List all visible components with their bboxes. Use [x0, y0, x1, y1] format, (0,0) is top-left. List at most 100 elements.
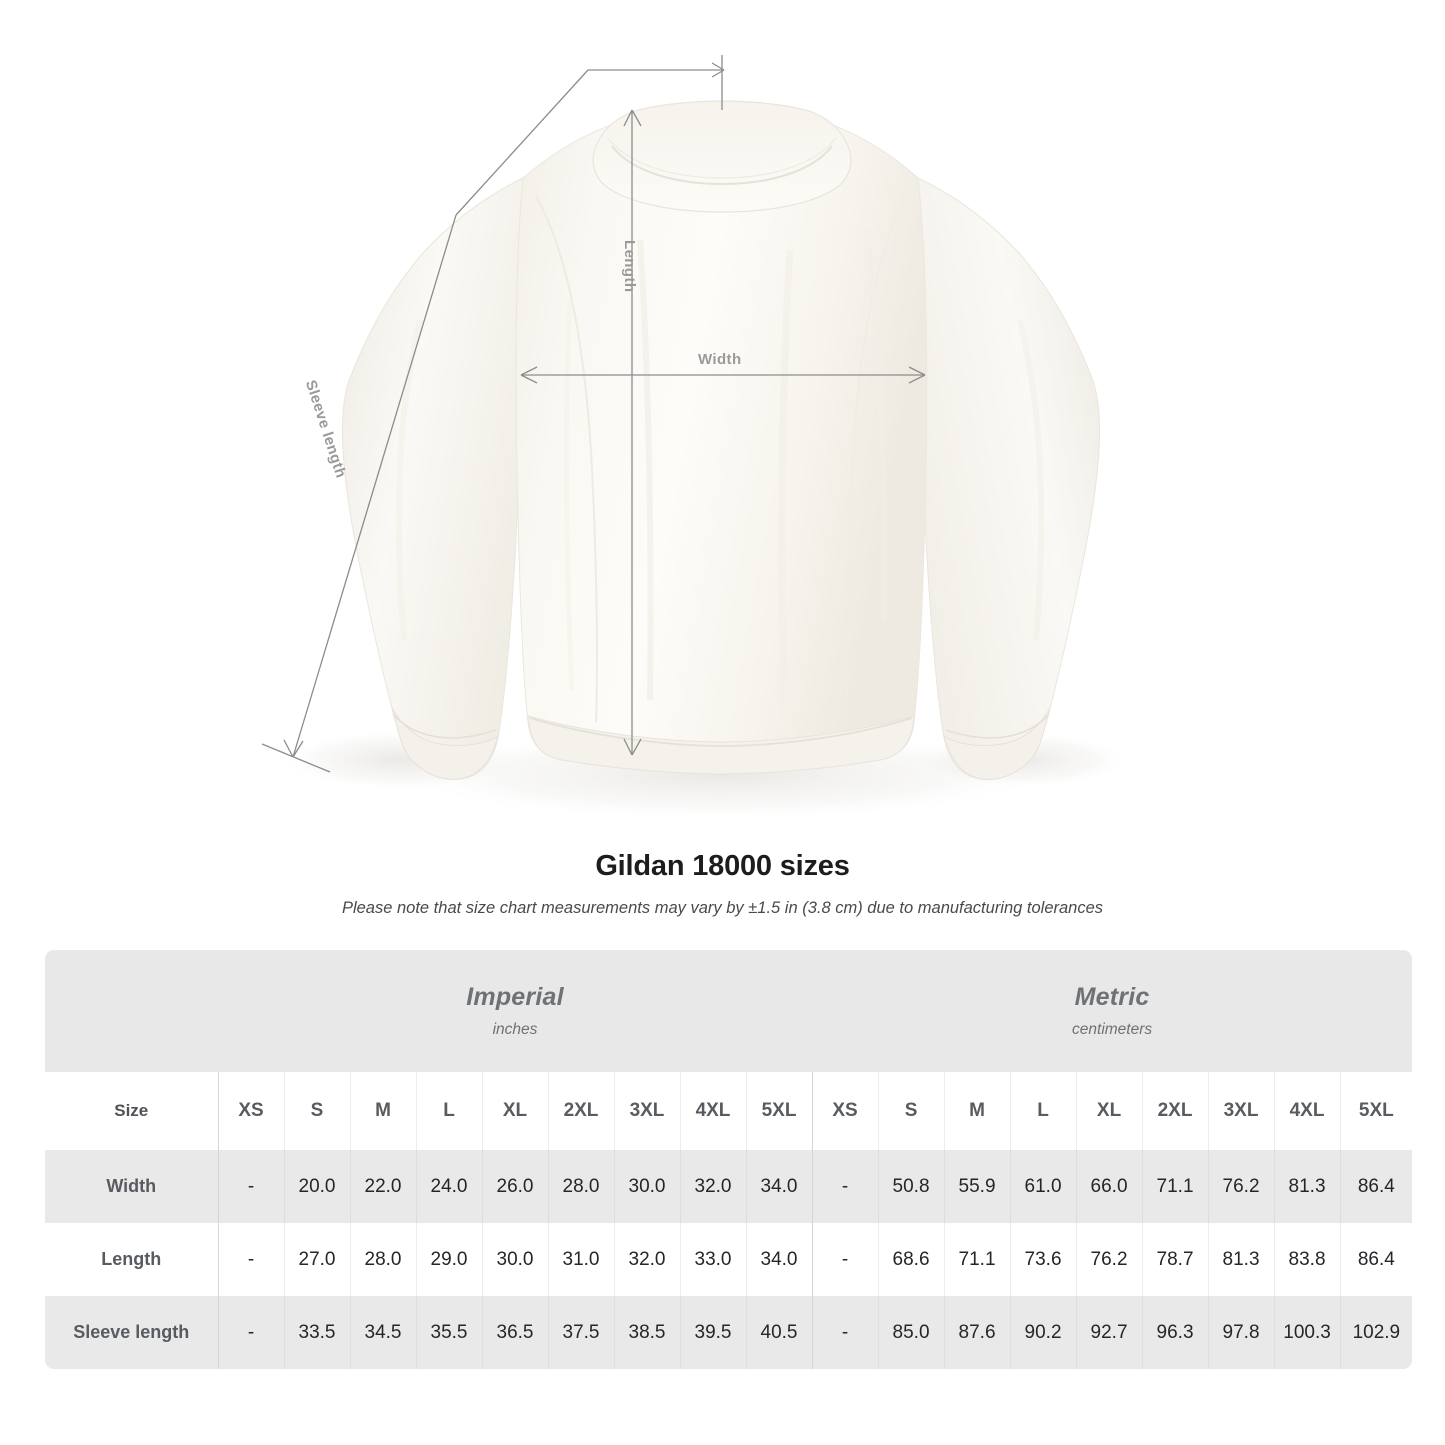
sleeve-imperial-l: 35.5 [415, 1296, 482, 1369]
width-metric-s: 50.8 [877, 1150, 945, 1223]
sleeve-imperial-m: 34.5 [349, 1296, 416, 1369]
size-chart-table: Imperial inches Metric centimeters Size … [45, 950, 1413, 1369]
length-dimension-label: Length [621, 240, 638, 293]
header-imperial-l: L [415, 1072, 482, 1150]
width-metric-l: 61.0 [1009, 1150, 1077, 1223]
sleeve-metric-3xl: 97.8 [1207, 1296, 1275, 1369]
table-row-sleeve-length: Sleeve length - 33.5 34.5 35.5 36.5 37.5… [45, 1296, 1413, 1369]
length-imperial-3xl: 32.0 [613, 1223, 680, 1296]
sleeve-imperial-xs: - [217, 1296, 284, 1369]
header-metric-xs: XS [811, 1072, 879, 1150]
sleeve-diagonal-lower [292, 214, 457, 758]
length-imperial-2xl: 31.0 [547, 1223, 614, 1296]
width-metric-2xl: 71.1 [1141, 1150, 1209, 1223]
length-arrowhead-bottom [623, 738, 642, 756]
width-metric-xl: 66.0 [1075, 1150, 1143, 1223]
length-imperial-5xl: 34.0 [745, 1223, 813, 1296]
length-metric-xs: - [811, 1223, 879, 1296]
sleeve-metric-2xl: 96.3 [1141, 1296, 1209, 1369]
width-imperial-4xl: 32.0 [679, 1150, 746, 1223]
width-imperial-m: 22.0 [349, 1150, 416, 1223]
imperial-unit-header: Imperial inches [218, 950, 813, 1072]
table-row-length: Length - 27.0 28.0 29.0 30.0 31.0 32.0 3… [45, 1223, 1413, 1296]
width-imperial-3xl: 30.0 [613, 1150, 680, 1223]
length-metric-s: 68.6 [877, 1223, 945, 1296]
measurement-lines [261, 55, 926, 773]
header-imperial-m: M [349, 1072, 416, 1150]
width-imperial-l: 24.0 [415, 1150, 482, 1223]
length-metric-l: 73.6 [1009, 1223, 1077, 1296]
length-metric-m: 71.1 [943, 1223, 1011, 1296]
sleeve-diagonal-upper [455, 69, 589, 216]
width-arrowhead-right [908, 366, 926, 384]
width-metric-m: 55.9 [943, 1150, 1011, 1223]
length-imperial-4xl: 33.0 [679, 1223, 746, 1296]
row-label-width: Width [45, 1150, 218, 1223]
imperial-unit-sub: inches [492, 1021, 538, 1038]
sleeve-metric-4xl: 100.3 [1273, 1296, 1341, 1369]
header-imperial-2xl: 2XL [547, 1072, 614, 1150]
length-metric-5xl: 86.4 [1339, 1223, 1413, 1296]
sleeve-imperial-xl: 36.5 [481, 1296, 548, 1369]
width-imperial-5xl: 34.0 [745, 1150, 813, 1223]
garment-diagram: Length Width Sleeve length [261, 55, 1130, 821]
unit-band-row: Imperial inches Metric centimeters [45, 950, 1413, 1072]
sleeve-arrowhead-bottom [283, 739, 304, 758]
sleeve-imperial-3xl: 38.5 [613, 1296, 680, 1369]
sleeve-metric-s: 85.0 [877, 1296, 945, 1369]
length-imperial-m: 28.0 [349, 1223, 416, 1296]
sleeve-metric-l: 90.2 [1009, 1296, 1077, 1369]
imperial-unit-name: Imperial [466, 983, 564, 1011]
size-header-row: Size XS S M L XL 2XL 3XL 4XL 5XL XS S M … [45, 1072, 1413, 1150]
heading-block: Gildan 18000 sizes Please note that size… [0, 850, 1445, 918]
header-metric-4xl: 4XL [1273, 1072, 1341, 1150]
metric-unit-name: Metric [1074, 983, 1150, 1011]
length-metric-3xl: 81.3 [1207, 1223, 1275, 1296]
header-metric-5xl: 5XL [1339, 1072, 1413, 1150]
header-imperial-s: S [283, 1072, 350, 1150]
table-row-width: Width - 20.0 22.0 24.0 26.0 28.0 30.0 32… [45, 1150, 1413, 1223]
sleeve-imperial-4xl: 39.5 [679, 1296, 746, 1369]
sleeve-metric-xs: - [811, 1296, 879, 1369]
length-imperial-xl: 30.0 [481, 1223, 548, 1296]
length-metric-xl: 76.2 [1075, 1223, 1143, 1296]
row-label-sleeve-length: Sleeve length [45, 1296, 218, 1369]
width-dimension-label: Width [698, 351, 742, 368]
page-title: Gildan 18000 sizes [595, 850, 850, 882]
header-imperial-xs: XS [217, 1072, 284, 1150]
width-imperial-xs: - [217, 1150, 284, 1223]
metric-unit-header: Metric centimeters [812, 950, 1413, 1072]
length-arrowhead-top [623, 109, 642, 127]
width-metric-4xl: 81.3 [1273, 1150, 1341, 1223]
size-column-header: Size [45, 1072, 218, 1150]
header-imperial-3xl: 3XL [613, 1072, 680, 1150]
sleeve-imperial-2xl: 37.5 [547, 1296, 614, 1369]
length-imperial-l: 29.0 [415, 1223, 482, 1296]
width-metric-3xl: 76.2 [1207, 1150, 1275, 1223]
length-imperial-s: 27.0 [283, 1223, 350, 1296]
sleeve-imperial-s: 33.5 [283, 1296, 350, 1369]
metric-unit-sub: centimeters [1072, 1021, 1153, 1038]
width-imperial-2xl: 28.0 [547, 1150, 614, 1223]
unit-band-spacer [45, 950, 218, 1072]
width-metric-xs: - [811, 1150, 879, 1223]
tolerance-note: Please note that size chart measurements… [341, 899, 1104, 917]
size-table-container: Imperial inches Metric centimeters Size … [0, 950, 1445, 1369]
sleeve-metric-xl: 92.7 [1075, 1296, 1143, 1369]
header-metric-2xl: 2XL [1141, 1072, 1209, 1150]
row-label-length: Length [45, 1223, 218, 1296]
width-imperial-xl: 26.0 [481, 1150, 548, 1223]
header-imperial-4xl: 4XL [679, 1072, 746, 1150]
header-metric-m: M [943, 1072, 1011, 1150]
sleeve-metric-m: 87.6 [943, 1296, 1011, 1369]
header-metric-xl: XL [1075, 1072, 1143, 1150]
header-metric-3xl: 3XL [1207, 1072, 1275, 1150]
sleeve-end-tick [261, 743, 331, 773]
header-metric-l: L [1009, 1072, 1077, 1150]
sleeve-metric-5xl: 102.9 [1339, 1296, 1413, 1369]
width-imperial-s: 20.0 [283, 1150, 350, 1223]
sweatshirt-illustration [261, 55, 1130, 821]
width-metric-5xl: 86.4 [1339, 1150, 1413, 1223]
header-imperial-xl: XL [481, 1072, 548, 1150]
